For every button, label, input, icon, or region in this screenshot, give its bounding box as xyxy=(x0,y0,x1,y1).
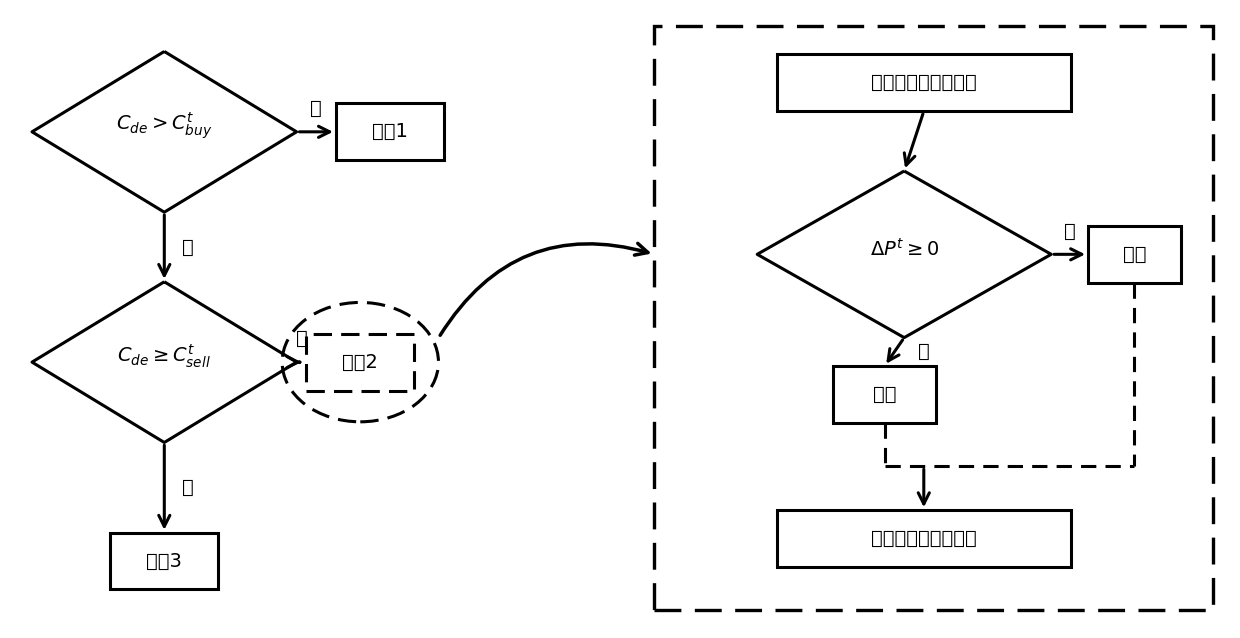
Polygon shape xyxy=(110,533,218,590)
Text: 否: 否 xyxy=(918,343,930,361)
Text: 方案2: 方案2 xyxy=(342,353,378,371)
Text: 富余: 富余 xyxy=(1122,245,1146,264)
Polygon shape xyxy=(776,54,1071,111)
Text: 柴油机二次调整动作: 柴油机二次调整动作 xyxy=(870,529,977,548)
Text: $C_{de}>C_{buy}^{t}$: $C_{de}>C_{buy}^{t}$ xyxy=(117,110,212,141)
Polygon shape xyxy=(306,334,414,390)
Text: 否: 否 xyxy=(182,478,193,497)
Text: $\Delta P^{t}\geq 0$: $\Delta P^{t}\geq 0$ xyxy=(869,237,939,260)
Text: 方案3: 方案3 xyxy=(146,552,182,570)
Polygon shape xyxy=(1087,226,1180,283)
Polygon shape xyxy=(833,366,936,423)
Text: 方案1: 方案1 xyxy=(372,122,408,142)
Text: 是: 是 xyxy=(295,329,308,348)
Text: $C_{de}\geq C_{sell}^{t}$: $C_{de}\geq C_{sell}^{t}$ xyxy=(118,343,211,370)
Text: 是: 是 xyxy=(310,99,322,118)
Text: 是: 是 xyxy=(1064,221,1075,241)
Text: 柴油机一次预设动作: 柴油机一次预设动作 xyxy=(870,73,977,93)
Polygon shape xyxy=(336,103,444,160)
Text: 缺失: 缺失 xyxy=(873,385,897,404)
Polygon shape xyxy=(776,510,1071,567)
Text: 否: 否 xyxy=(182,237,193,256)
FancyArrowPatch shape xyxy=(440,243,647,335)
